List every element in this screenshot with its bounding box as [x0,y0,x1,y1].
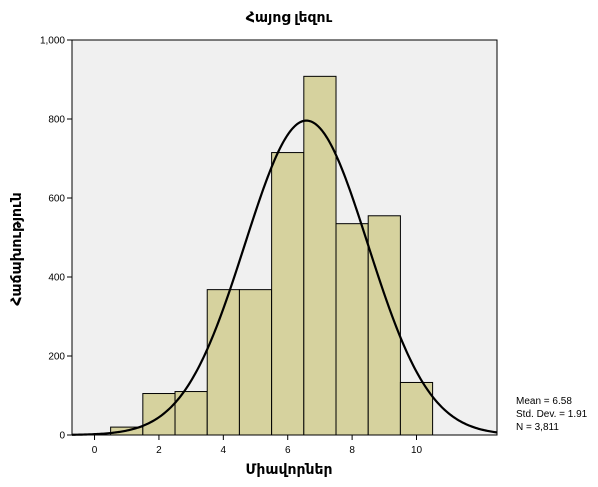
x-tick-label: 0 [92,445,98,456]
x-tick-label: 6 [285,445,291,456]
stat-n: N = 3,811 [516,422,559,433]
y-tick-label: 800 [48,115,65,126]
y-axis-label: Հաճախություն [8,192,24,305]
y-tick-label: 400 [48,273,65,284]
x-tick-label: 2 [156,445,162,456]
x-axis-label: Միավորներ [245,461,332,477]
histogram-bar-6 [271,152,305,436]
y-axis: 0 200 400 600 800 1,000 [40,36,72,442]
x-tick-label: 8 [349,445,355,456]
y-tick-label: 200 [48,352,65,363]
y-tick-label: 1,000 [40,36,65,47]
normal-curve [71,119,498,436]
x-tick-label: 4 [221,445,227,456]
x-tick-label: 10 [411,445,423,456]
histogram-bar-5 [238,289,273,436]
histogram-bar-2 [142,393,176,436]
chart-title: Հայոց լեզու [246,9,333,25]
histogram-bar-8 [335,223,369,436]
x-axis: 0 2 4 6 8 10 [92,435,423,456]
histogram-bar-7 [303,75,337,436]
stat-mean: Mean = 6.58 [516,396,572,407]
stat-std-dev: Std. Dev. = 1.91 [516,409,588,420]
y-tick-label: 0 [59,431,65,442]
y-tick-label: 600 [48,194,65,205]
